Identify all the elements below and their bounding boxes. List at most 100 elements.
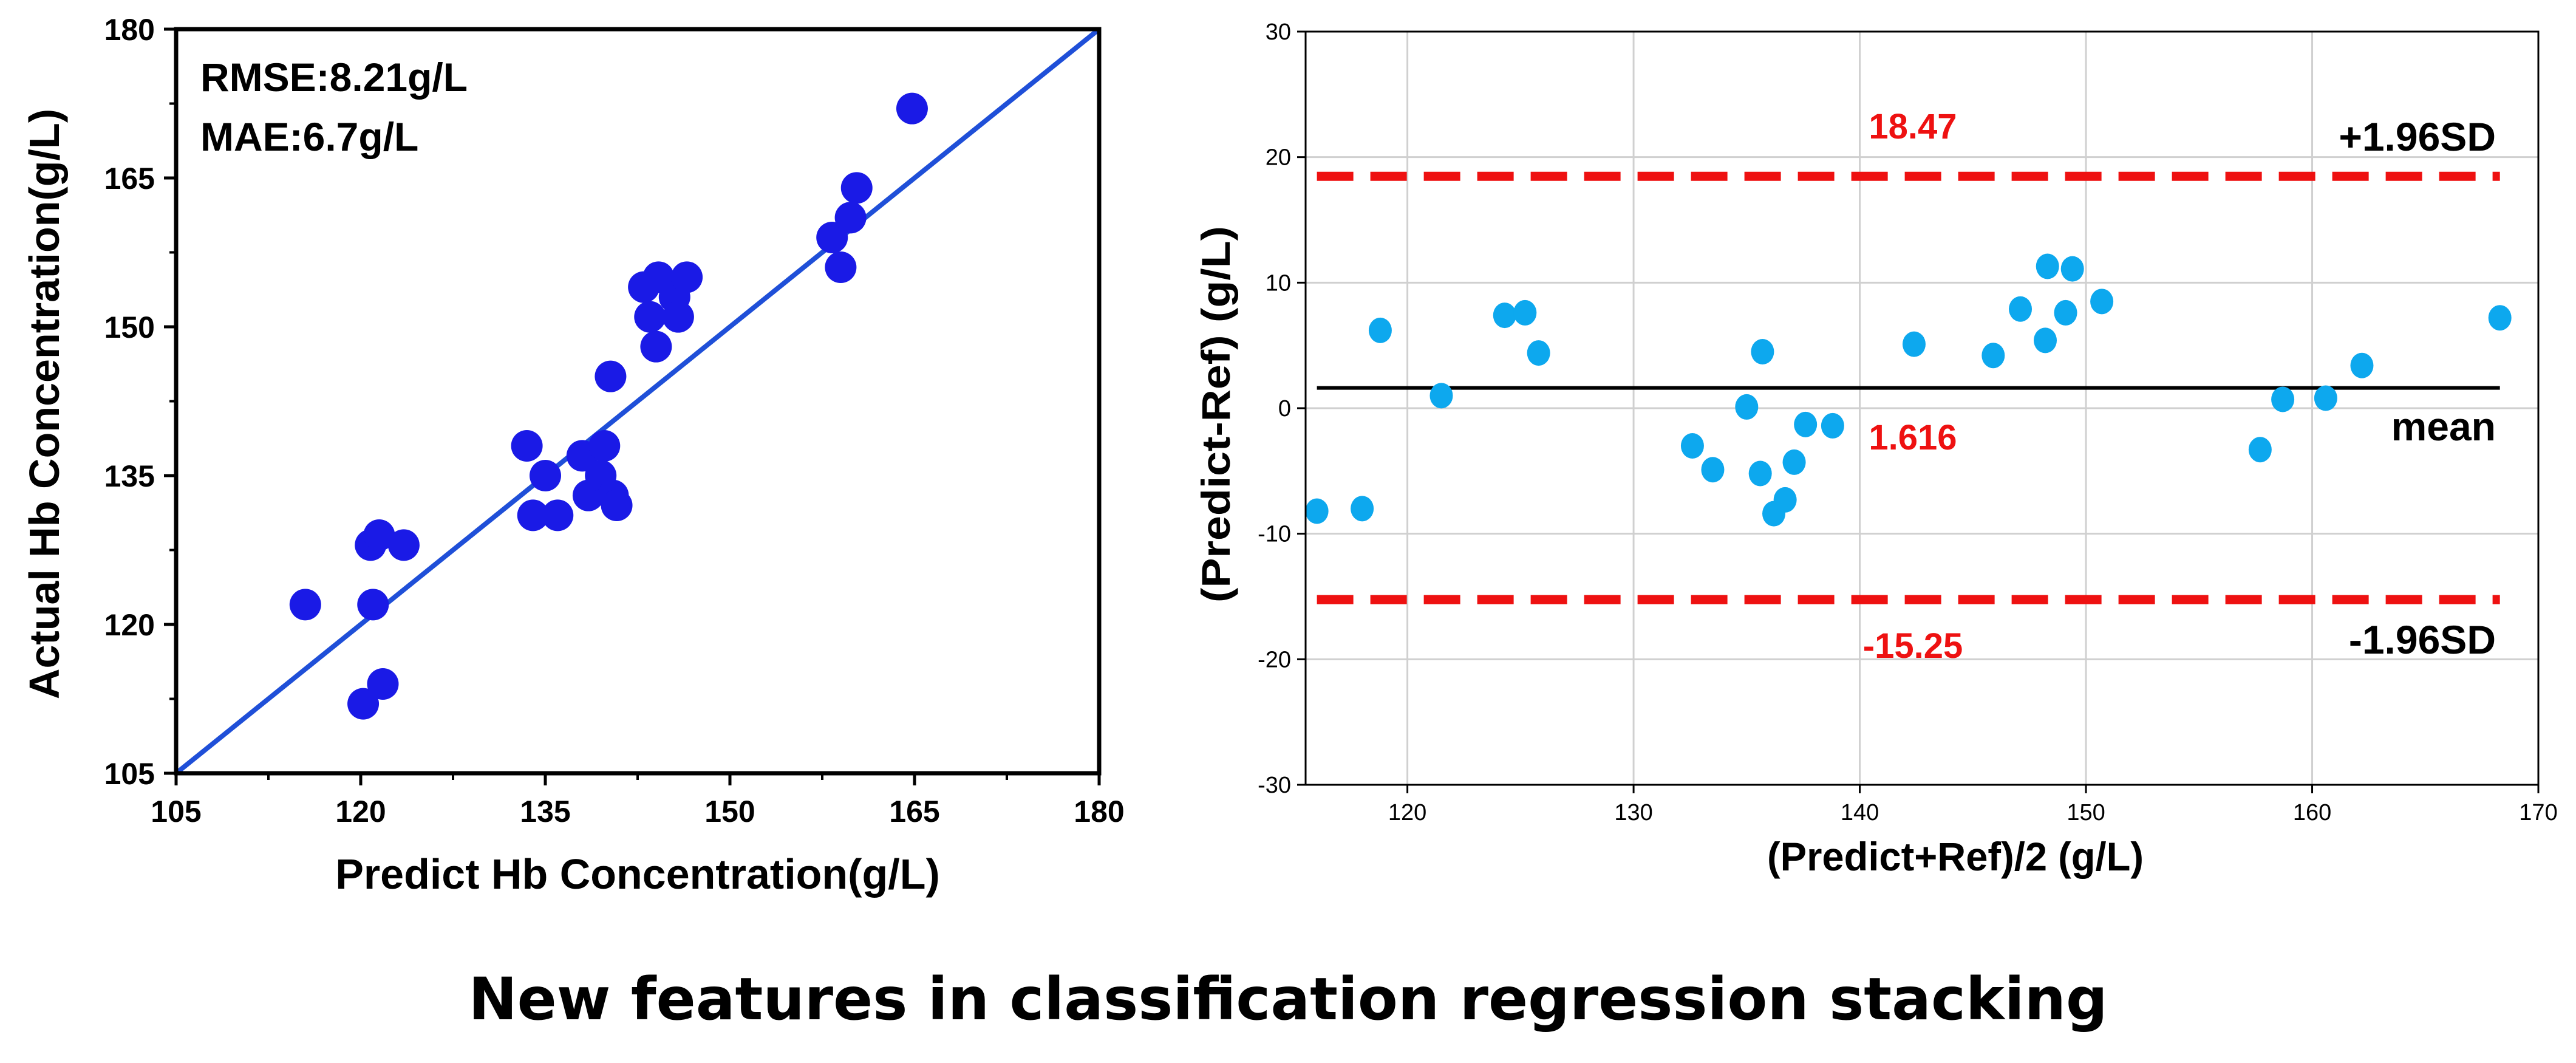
lower-limit-value: -15.25	[1863, 626, 1963, 666]
y-tick-label: 150	[104, 310, 155, 344]
difference-point	[1821, 412, 1844, 439]
data-point	[289, 589, 321, 621]
data-point	[896, 92, 928, 125]
x-tick-label: 180	[1074, 795, 1124, 829]
x-tick-label: 130	[1614, 800, 1652, 825]
y-tick-label: 105	[104, 757, 155, 791]
x-tick-label: 140	[1841, 800, 1879, 825]
y-tick-label: 10	[1266, 270, 1291, 296]
x-tick-label: 105	[151, 795, 201, 829]
data-point	[588, 430, 621, 462]
scatter-points	[289, 92, 928, 720]
difference-point	[1429, 383, 1453, 409]
difference-point	[1305, 498, 1329, 524]
data-point	[640, 330, 672, 363]
difference-point	[1782, 449, 1806, 475]
identity-line	[174, 27, 1101, 776]
mean-value: 1.616	[1869, 418, 1957, 457]
upper-limit-label: +1.96SD	[2339, 114, 2496, 159]
data-point	[840, 172, 873, 204]
difference-point	[1748, 460, 1772, 487]
difference-point	[2036, 253, 2059, 279]
x-axis-title: Predict Hb Concentration(g/L)	[335, 850, 940, 898]
y-tick-label: 30	[1266, 19, 1291, 45]
x-tick-label: 120	[335, 795, 386, 829]
x-tick-label: 150	[704, 795, 755, 829]
x-axis-ticks: 120 130 140 150 160 170	[1388, 785, 2558, 825]
data-point	[601, 490, 633, 521]
x-axis-ticks: 105 120 135 150 165 180	[151, 773, 1125, 829]
data-point	[517, 499, 549, 532]
data-point	[511, 430, 543, 462]
difference-point	[2009, 296, 2033, 322]
upper-limit-value: 18.47	[1869, 107, 1957, 146]
data-point	[671, 261, 703, 293]
data-point	[387, 529, 420, 561]
difference-point	[1513, 299, 1537, 326]
y-tick-label: 180	[104, 13, 155, 47]
x-tick-label: 160	[2293, 800, 2331, 825]
data-point	[357, 589, 389, 621]
difference-point	[1527, 340, 1550, 366]
data-point	[634, 301, 666, 333]
data-point	[542, 499, 574, 532]
difference-point	[1751, 339, 1774, 364]
y-tick-label: 120	[104, 608, 155, 642]
x-axis-title: (Predict+Ref)/2 (g/L)	[1767, 834, 2144, 879]
x-tick-label: 150	[2067, 800, 2105, 825]
difference-point	[1680, 433, 1704, 459]
y-axis-ticks: -30 -20 -10 0 10 20 30	[1258, 19, 1306, 798]
difference-point	[1735, 394, 1759, 420]
difference-point	[2350, 352, 2374, 378]
x-tick-label: 165	[889, 795, 939, 829]
y-tick-label: 165	[104, 162, 155, 196]
data-point	[825, 251, 857, 283]
x-tick-label: 170	[2519, 800, 2557, 825]
figure-caption: New features in classification regressio…	[468, 965, 2108, 1033]
y-tick-label: 135	[104, 459, 155, 493]
data-point	[530, 460, 561, 491]
difference-point	[1773, 487, 1797, 513]
bland-altman-chart: 120 130 140 150 160 170 -30 -20 -10 0 10 20 30 18.4…	[1193, 19, 2558, 879]
data-point	[367, 668, 399, 700]
data-point	[816, 222, 848, 253]
difference-point	[1368, 317, 1392, 343]
y-axis-title: Actual Hb Concentration(g/L)	[21, 109, 68, 699]
x-tick-label: 135	[520, 795, 570, 829]
difference-point	[2034, 327, 2057, 354]
y-axis-title: (Predict-Ref) (g/L)	[1193, 226, 1238, 603]
data-point	[662, 301, 694, 333]
y-tick-label: -20	[1258, 647, 1291, 672]
y-tick-label: -10	[1258, 522, 1291, 547]
y-tick-label: 0	[1278, 396, 1291, 422]
difference-point	[1351, 496, 1374, 522]
grid-lines	[1306, 32, 2538, 785]
scatter-chart: 105 120 135 150 165 180 105 120 135 150 165 180 RM…	[21, 13, 1125, 898]
lower-limit-label: -1.96SD	[2349, 617, 2496, 662]
difference-point	[2060, 256, 2084, 282]
data-point	[363, 519, 395, 551]
difference-point	[2054, 299, 2077, 326]
y-tick-label: -30	[1258, 773, 1291, 798]
data-point	[347, 688, 380, 720]
data-point	[595, 360, 627, 392]
difference-point	[2248, 437, 2272, 463]
difference-point	[1701, 457, 1725, 483]
mean-label: mean	[2391, 404, 2496, 449]
mae-annotation: MAE:6.7g/L	[200, 114, 418, 159]
difference-point	[1902, 331, 1926, 357]
difference-point	[2090, 289, 2114, 315]
difference-points	[1305, 253, 2512, 527]
y-tick-label: 20	[1266, 145, 1291, 171]
difference-point	[2488, 305, 2512, 331]
difference-point	[1794, 411, 1818, 437]
data-point	[834, 202, 867, 234]
difference-point	[2314, 385, 2337, 411]
difference-point	[1493, 302, 1516, 329]
difference-point	[1981, 343, 2005, 369]
x-tick-label: 120	[1388, 800, 1426, 825]
difference-point	[2271, 386, 2295, 412]
y-axis-ticks: 105 120 135 150 165 180	[104, 13, 176, 791]
rmse-annotation: RMSE:8.21g/L	[200, 55, 468, 100]
